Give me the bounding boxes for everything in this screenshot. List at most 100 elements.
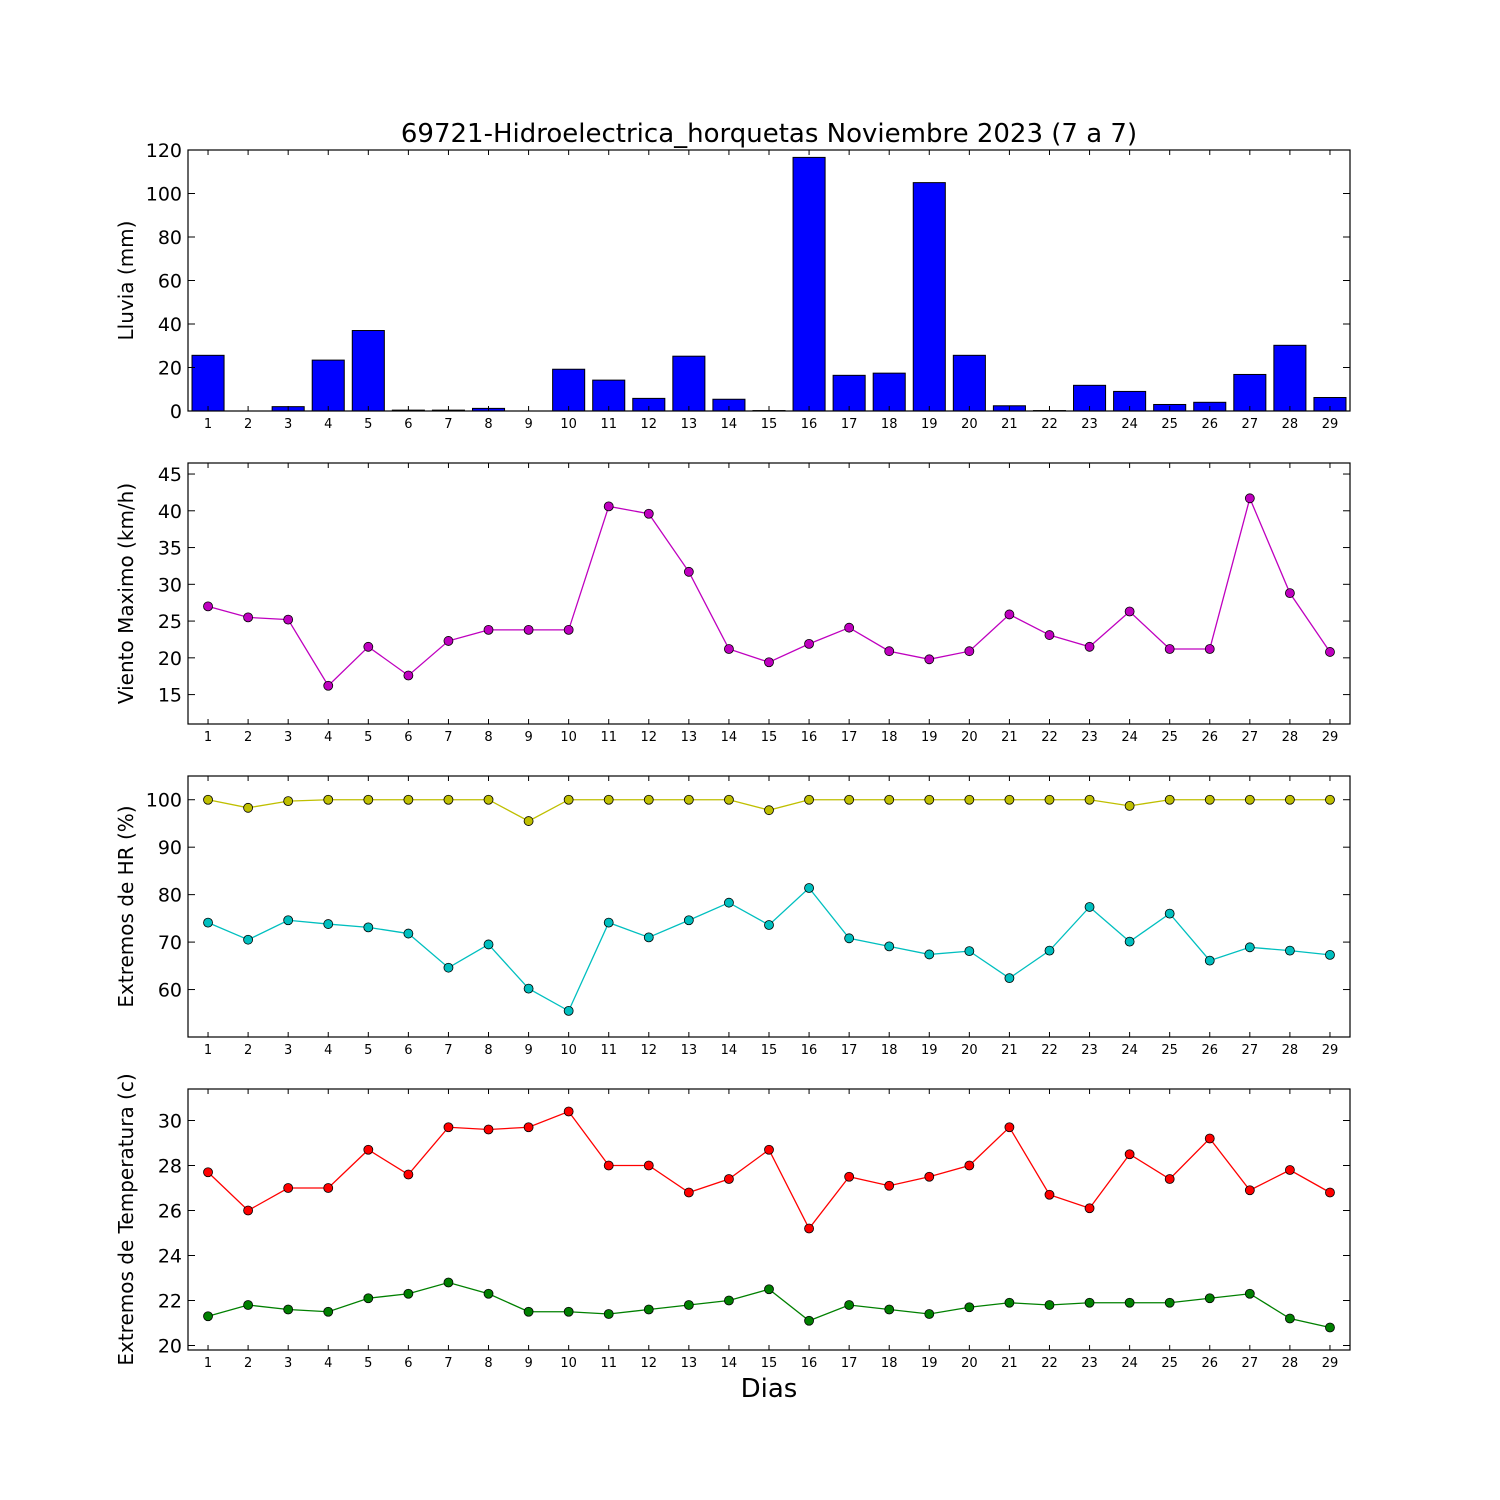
- x-tick-label: 21: [1001, 417, 1018, 432]
- x-tick-label: 25: [1161, 1356, 1178, 1371]
- x-tick-label: 8: [484, 1356, 492, 1371]
- x-tick-label: 25: [1161, 417, 1178, 432]
- point-s1-day-4: [323, 794, 334, 805]
- point-s1-day-15: [764, 1144, 774, 1155]
- point-s2-day-14: [724, 1295, 734, 1306]
- x-tick-label: 2: [244, 730, 252, 745]
- x-tick-label: 6: [404, 1356, 412, 1371]
- x-tick-label: 27: [1242, 1356, 1259, 1371]
- point-s2-day-28: [1285, 1313, 1295, 1324]
- x-tick-label: 7: [444, 730, 452, 745]
- bar-day-18: [872, 372, 906, 412]
- point-s1-day-29: [1325, 1187, 1335, 1198]
- point-s2-day-20: [964, 1302, 975, 1313]
- point-s1-day-28: [1285, 1165, 1295, 1175]
- x-tick-label: 19: [921, 730, 938, 745]
- x-tick-label: 11: [600, 417, 617, 432]
- point-s2-day-19: [924, 949, 935, 960]
- y-tick-label: 40: [158, 314, 182, 336]
- point-s2-day-7: [443, 962, 454, 973]
- y-tick-label: 35: [158, 538, 182, 560]
- point-s1-day-21: [1004, 794, 1015, 805]
- x-tick-label: 12: [641, 1043, 658, 1058]
- point-s1-day-11: [603, 1160, 614, 1171]
- x-tick-label: 6: [404, 730, 412, 745]
- x-tick-label: 17: [841, 730, 858, 745]
- chart-humedad: 1 2 3 4 5 6 7 8 9 10 11 12 13 14 15 16 17 18 19 20 21 22 23 24 2…: [114, 775, 1351, 1058]
- point-s2-day-10: [563, 1306, 574, 1317]
- x-tick-label: 5: [364, 1043, 372, 1058]
- point-s1-day-24: [1124, 606, 1135, 617]
- point-s2-day-10: [563, 1006, 574, 1016]
- point-s1-day-13: [683, 1187, 694, 1198]
- figure-title: 69721-Hidroelectrica_horquetas Noviembre…: [401, 119, 1137, 149]
- x-tick-label: 22: [1041, 730, 1058, 745]
- point-s2-day-27: [1244, 942, 1255, 953]
- x-tick-label: 4: [324, 417, 332, 432]
- axes-frame: [187, 1088, 1351, 1351]
- point-s2-day-25: [1164, 908, 1175, 919]
- point-s1-day-26: [1204, 1133, 1215, 1144]
- point-s1-day-2: [243, 612, 254, 623]
- point-s1-day-20: [964, 646, 975, 657]
- point-s1-day-23: [1084, 1203, 1095, 1214]
- x-tick-label: 2: [244, 417, 252, 432]
- point-s1-day-5: [363, 641, 374, 652]
- point-s1-day-6: [403, 1169, 414, 1180]
- point-s2-day-21: [1004, 973, 1015, 984]
- x-tick-label: 26: [1201, 730, 1218, 745]
- x-tick-label: 18: [881, 1043, 898, 1058]
- x-tick-label: 17: [841, 417, 858, 432]
- point-s1-day-6: [403, 794, 414, 805]
- point-s1-day-19: [924, 794, 935, 805]
- x-tick-label: 7: [444, 1356, 452, 1371]
- x-tick-label: 14: [721, 1356, 738, 1371]
- x-tick-label: 10: [560, 1043, 577, 1058]
- y-tick-label: 20: [158, 358, 182, 380]
- x-tick-label: 23: [1081, 1043, 1098, 1058]
- x-tick-label: 9: [524, 417, 532, 432]
- point-s1-day-17: [844, 622, 855, 633]
- x-tick-label: 10: [560, 417, 577, 432]
- point-s1-day-22: [1044, 794, 1055, 805]
- x-tick-label: 14: [721, 417, 738, 432]
- y-tick-label: 60: [158, 271, 182, 293]
- point-s1-day-27: [1244, 794, 1255, 805]
- point-s1-day-28: [1285, 588, 1295, 599]
- point-s2-day-3: [283, 915, 294, 926]
- x-tick-label: 28: [1282, 730, 1299, 745]
- point-s2-day-11: [603, 917, 614, 928]
- series-line-1: [207, 1110, 1331, 1230]
- x-tick-label: 10: [560, 730, 577, 745]
- x-tick-label: 12: [641, 417, 658, 432]
- point-s1-day-13: [683, 566, 694, 577]
- x-tick-label: 29: [1322, 1043, 1339, 1058]
- x-tick-label: 13: [681, 1043, 698, 1058]
- axes-frame: [187, 775, 1351, 1038]
- y-tick-label: 100: [146, 184, 182, 206]
- point-s2-day-28: [1285, 945, 1295, 956]
- point-s1-day-22: [1044, 1189, 1055, 1200]
- y-tick-label: 100: [146, 790, 182, 812]
- point-s1-day-1: [203, 601, 213, 612]
- y-tick-label: 28: [158, 1156, 182, 1178]
- point-s2-day-26: [1204, 955, 1215, 966]
- y-tick-label: 0: [170, 401, 182, 423]
- x-tick-label: 19: [921, 1043, 938, 1058]
- x-tick-label: 11: [600, 1356, 617, 1371]
- x-tick-label: 15: [761, 730, 778, 745]
- x-tick-label: 15: [761, 1043, 778, 1058]
- point-s1-day-19: [924, 654, 935, 665]
- point-s2-day-21: [1004, 1297, 1015, 1308]
- point-s1-day-28: [1285, 794, 1295, 805]
- x-tick-label: 8: [484, 417, 492, 432]
- point-s2-day-9: [523, 1306, 534, 1317]
- y-axis-label: Lluvia (mm): [114, 221, 138, 341]
- x-tick-label: 18: [881, 417, 898, 432]
- x-tick-label: 20: [961, 730, 978, 745]
- x-tick-label: 23: [1081, 417, 1098, 432]
- x-tick-label: 19: [921, 417, 938, 432]
- y-tick-label: 20: [158, 1336, 182, 1358]
- y-tick-label: 22: [158, 1291, 182, 1313]
- point-s2-day-17: [844, 933, 855, 944]
